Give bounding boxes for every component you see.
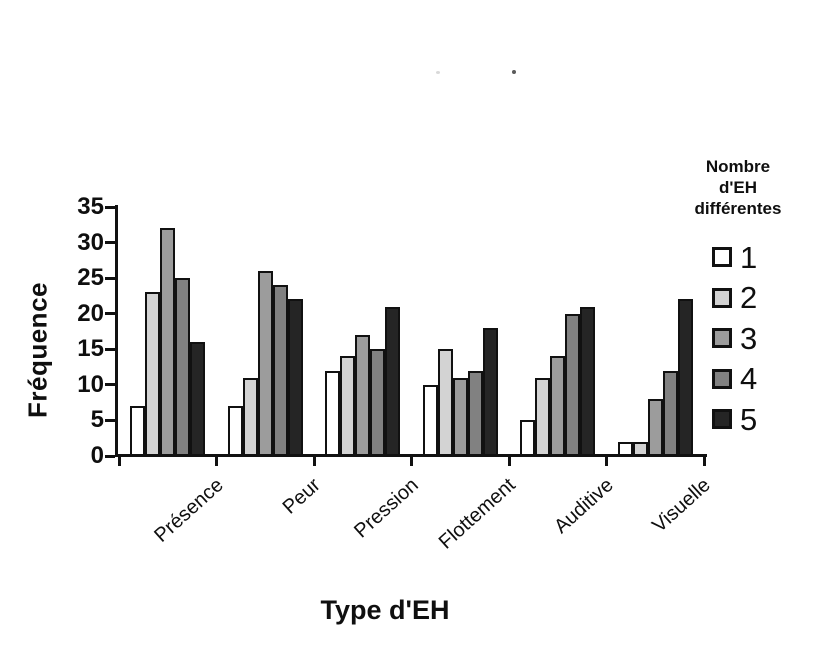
y-tick-mark: [105, 418, 115, 422]
bar: [160, 228, 176, 456]
bar: [565, 314, 581, 456]
y-tick-mark: [105, 241, 115, 245]
bar: [257, 271, 273, 456]
scan-artifact-dot: [436, 71, 440, 74]
legend-title: Nombre d'EH différentes: [660, 156, 816, 219]
legend-item: 5: [712, 399, 812, 439]
x-tick-mark: [507, 456, 511, 466]
bar: [535, 378, 551, 456]
legend-item: 1: [712, 237, 812, 277]
legend-swatch-2: [712, 287, 732, 308]
bar: [190, 342, 206, 456]
bar: [227, 406, 243, 456]
y-tick-label: 35: [77, 193, 104, 220]
x-tick-mark: [605, 456, 608, 466]
bar: [340, 356, 356, 456]
y-tick-label: 10: [77, 370, 104, 398]
bar: [287, 299, 303, 456]
bar: [422, 385, 438, 456]
legend-swatch-5: [712, 409, 732, 429]
legend-label: 1: [740, 239, 758, 275]
legend-label: 2: [740, 280, 758, 315]
y-axis-line: [115, 205, 118, 457]
x-tick-mark: [215, 456, 218, 466]
bar: [385, 307, 401, 456]
bar: [482, 328, 498, 456]
scan-artifact-dot: [512, 70, 516, 74]
bar: [617, 442, 633, 456]
bar: [175, 278, 191, 456]
legend-title-line: d'EH: [718, 178, 758, 197]
legend-item: 4: [712, 359, 812, 399]
x-tick-mark: [702, 456, 706, 466]
bar: [325, 371, 341, 456]
legend-label: 5: [740, 401, 758, 437]
legend-item: 2: [712, 278, 812, 318]
y-tick-label: 5: [90, 406, 104, 434]
legend-swatch-3: [712, 328, 732, 348]
x-tick-mark: [117, 456, 121, 466]
y-tick-mark: [105, 205, 115, 209]
y-tick-mark: [105, 276, 115, 280]
x-tick-mark: [312, 456, 316, 466]
bar: [520, 420, 536, 456]
bar: [647, 399, 663, 456]
y-tick-label: 30: [77, 228, 104, 256]
bar: [370, 349, 386, 456]
bar: [467, 371, 483, 456]
bar: [437, 349, 453, 456]
y-tick-mark: [105, 383, 115, 387]
bar: [242, 378, 258, 456]
legend-label: 4: [740, 361, 758, 396]
bar: [145, 292, 161, 456]
y-tick-label: 15: [77, 335, 104, 363]
y-tick-mark: [105, 454, 115, 458]
bar: [130, 406, 146, 456]
bar: [355, 335, 371, 456]
legend-title-line: Nombre: [705, 157, 771, 176]
x-axis-line: [115, 454, 707, 457]
legend-title-line: différentes: [694, 199, 782, 218]
x-axis-title: Type d'EH: [320, 595, 450, 625]
bar: [452, 378, 468, 456]
legend-swatch-4: [712, 368, 732, 389]
bar: [272, 285, 288, 456]
y-tick-label: 25: [77, 264, 104, 292]
x-tick-mark: [410, 456, 413, 466]
y-tick-mark: [105, 347, 115, 351]
y-tick-label: 20: [77, 299, 104, 327]
bar: [580, 307, 596, 456]
bar: [550, 356, 566, 456]
y-tick-label: 0: [90, 442, 104, 469]
bar: [632, 442, 648, 456]
y-tick-mark: [105, 312, 115, 316]
y-axis-title: Fréquence: [22, 282, 53, 418]
bar: [662, 371, 678, 456]
legend-item: 3: [712, 318, 812, 358]
legend-label: 3: [740, 320, 758, 356]
legend-swatch-1: [712, 247, 732, 267]
bar: [677, 299, 693, 456]
